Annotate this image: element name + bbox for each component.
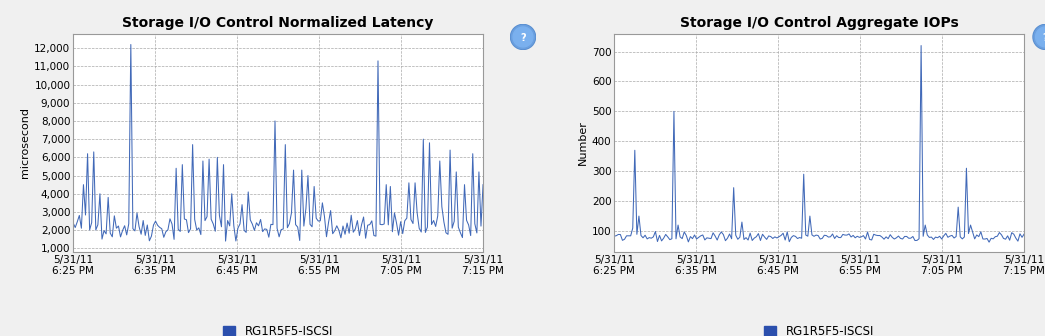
Circle shape	[1036, 27, 1045, 47]
Title: Storage I/O Control Aggregate IOPs: Storage I/O Control Aggregate IOPs	[680, 16, 958, 30]
Text: ?: ?	[520, 33, 526, 43]
Legend: RG1R5F5-ISCSI: RG1R5F5-ISCSI	[224, 325, 333, 336]
Circle shape	[1032, 25, 1045, 49]
Circle shape	[513, 27, 533, 47]
Circle shape	[1035, 26, 1045, 48]
Text: ?: ?	[1043, 33, 1045, 43]
Y-axis label: microsecond: microsecond	[20, 107, 30, 178]
Legend: RG1R5F5-ISCSI: RG1R5F5-ISCSI	[764, 325, 874, 336]
Circle shape	[512, 26, 535, 48]
Circle shape	[511, 25, 536, 49]
Y-axis label: Number: Number	[578, 120, 587, 165]
Title: Storage I/O Control Normalized Latency: Storage I/O Control Normalized Latency	[122, 16, 434, 30]
